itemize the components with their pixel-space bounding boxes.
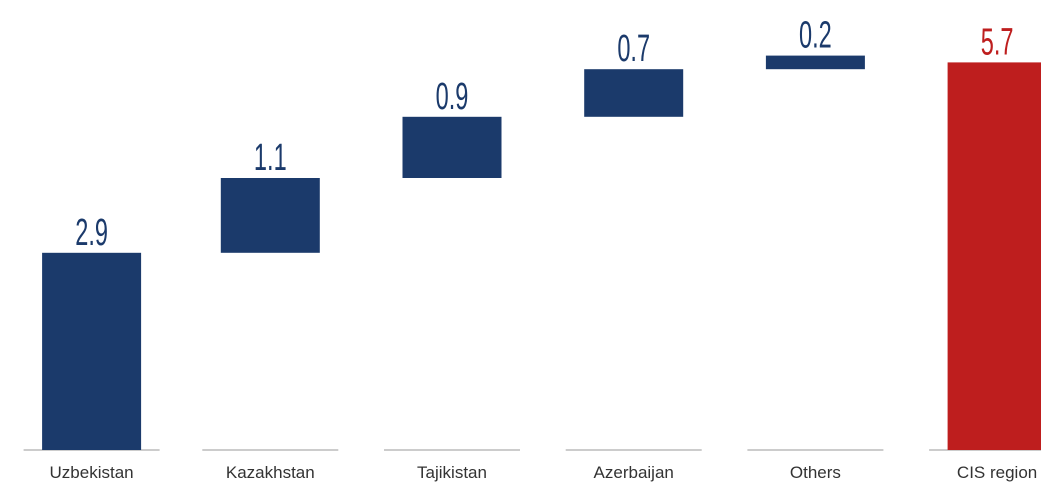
x-tick-label: Tajikistan [417,463,487,482]
bar [584,69,684,117]
x-tick-label: CIS region [957,463,1037,482]
bar [947,62,1041,451]
bar [402,116,502,178]
bar [765,55,865,70]
bar [42,252,142,450]
x-tick-label: Uzbekistan [50,463,134,482]
value-label: 2.9 [75,210,108,253]
value-label: 5.7 [981,20,1014,63]
x-tick-label: Kazakhstan [226,463,315,482]
value-label: 0.7 [617,26,650,69]
value-label: 0.2 [799,13,832,56]
bar [220,178,320,253]
x-tick-label: Others [790,463,841,482]
x-tick-label: Azerbaijan [594,463,674,482]
value-label: 0.9 [436,74,469,117]
value-label: 1.1 [254,135,287,178]
